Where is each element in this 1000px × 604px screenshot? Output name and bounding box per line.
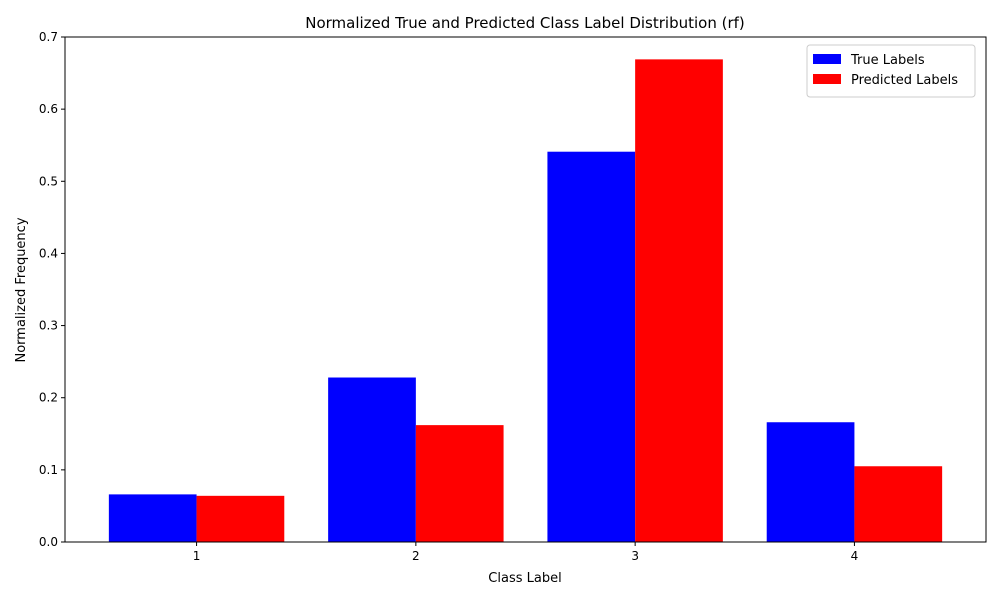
legend-swatch-true-labels bbox=[813, 54, 841, 64]
bar-predicted-labels-1 bbox=[196, 495, 285, 542]
x-tick-label: 2 bbox=[412, 549, 420, 563]
y-axis-label: Normalized Frequency bbox=[14, 217, 29, 362]
bar-true-labels-2 bbox=[328, 377, 416, 542]
y-tick-label: 0.0 bbox=[39, 535, 58, 549]
y-tick-label: 0.4 bbox=[39, 246, 58, 260]
y-tick-label: 0.7 bbox=[39, 30, 58, 44]
y-tick-label: 0.3 bbox=[39, 319, 58, 333]
x-tick-label: 4 bbox=[851, 549, 859, 563]
legend-box bbox=[806, 44, 976, 98]
bar-true-labels-4 bbox=[766, 422, 855, 542]
plot-frame bbox=[64, 36, 987, 543]
y-tick-label: 0.2 bbox=[39, 391, 58, 405]
y-tick-label: 0.5 bbox=[39, 174, 58, 188]
x-axis-label: Class Label bbox=[488, 571, 561, 586]
x-tick-label: 3 bbox=[631, 549, 639, 563]
bar-true-labels-1 bbox=[108, 494, 197, 542]
bars-layer bbox=[108, 59, 943, 542]
y-tick-label: 0.6 bbox=[39, 102, 58, 116]
bar-predicted-labels-4 bbox=[854, 466, 943, 542]
axes-layer: 0.0 0.1 0.2 0.3 0.4 0.5 0.6 0.7 1 2 3 4 bbox=[39, 30, 987, 563]
bar-predicted-labels-2 bbox=[415, 425, 504, 542]
legend-swatch-predicted-labels bbox=[813, 74, 841, 84]
legend-label: Predicted Labels bbox=[851, 73, 958, 88]
legend: True Labels Predicted Labels bbox=[806, 44, 976, 98]
bar-true-labels-3 bbox=[547, 151, 636, 542]
chart-title: Normalized True and Predicted Class Labe… bbox=[305, 14, 745, 32]
legend-label: True Labels bbox=[850, 53, 925, 68]
bar-predicted-labels-3 bbox=[635, 59, 723, 542]
y-tick-label: 0.1 bbox=[39, 463, 58, 477]
x-tick-label: 1 bbox=[193, 549, 201, 563]
